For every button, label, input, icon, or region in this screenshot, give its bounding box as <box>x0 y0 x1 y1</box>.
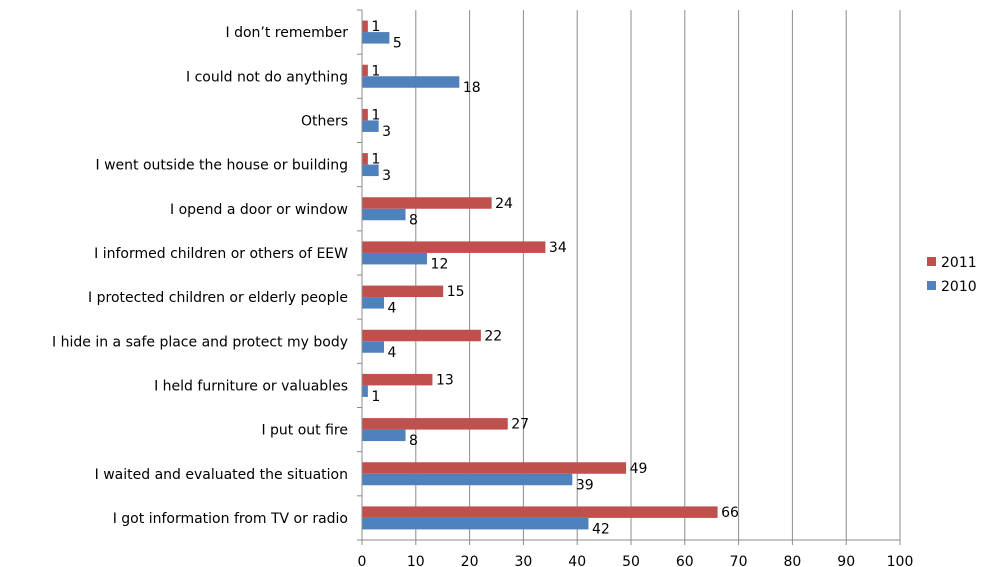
data-label-2011: 1 <box>371 19 380 35</box>
data-label-2010: 8 <box>409 212 418 228</box>
category-label: I don’t remember <box>226 25 349 41</box>
bar-2011 <box>362 108 368 121</box>
x-tick-label: 70 <box>730 554 748 567</box>
x-tick-label: 90 <box>837 554 855 567</box>
data-label-2011: 22 <box>484 328 502 344</box>
bar-2010 <box>362 473 573 486</box>
bar-2011 <box>362 20 368 33</box>
x-tick-label: 0 <box>358 554 367 567</box>
data-label-2010: 12 <box>431 256 449 272</box>
data-label-2011: 34 <box>549 240 567 256</box>
x-tick-label: 20 <box>461 554 479 567</box>
legend-label-2010: 2010 <box>941 279 977 295</box>
category-label: I informed children or others of EEW <box>94 246 348 262</box>
bar-2011 <box>362 285 444 298</box>
legend: 2011 2010 <box>927 255 977 295</box>
bar-2011 <box>362 64 368 77</box>
bar-2011 <box>362 418 508 430</box>
bar-2011 <box>362 241 546 253</box>
bar-2010 <box>362 341 385 353</box>
bar-2011 <box>362 197 492 209</box>
x-tick-label: 80 <box>783 554 801 567</box>
category-label: I could not do anything <box>186 69 348 85</box>
legend-swatch-2011 <box>927 257 936 266</box>
bar-2010 <box>362 297 385 309</box>
category-labels: I don’t remember I could not do anything O… <box>52 25 348 527</box>
category-label: I protected children or elderly people <box>88 290 348 306</box>
data-label-2010: 3 <box>382 124 391 140</box>
x-tick-label: 30 <box>514 554 532 567</box>
bar-2011 <box>362 329 481 342</box>
bar-2010 <box>362 517 589 530</box>
x-tick-label: 40 <box>568 554 586 567</box>
bar-2010 <box>362 76 460 88</box>
category-label: I got information from TV or radio <box>113 511 348 527</box>
category-label: I held furniture or valuables <box>154 378 348 394</box>
bar-2011 <box>362 153 368 165</box>
grid-lines <box>361 10 901 545</box>
data-label-2010: 4 <box>388 345 397 361</box>
bar-2010 <box>362 32 390 44</box>
bar-2010 <box>362 429 406 442</box>
bar-2011 <box>362 462 627 474</box>
category-label: I opend a door or window <box>170 202 348 218</box>
data-label-2010: 8 <box>409 433 418 449</box>
data-label-2010: 4 <box>388 301 397 317</box>
bar-2010 <box>362 164 379 177</box>
x-tick-label: 100 <box>887 554 914 567</box>
bar-2011 <box>362 373 433 386</box>
bar-2010 <box>362 385 368 397</box>
data-label-2011: 27 <box>511 417 529 433</box>
data-label-2011: 66 <box>721 505 739 521</box>
bars <box>362 20 718 530</box>
data-label-2011: 24 <box>495 196 513 212</box>
bar-2010 <box>362 252 428 265</box>
category-label: I put out fire <box>261 423 348 439</box>
data-label-2010: 42 <box>592 521 610 537</box>
axes <box>357 9 900 541</box>
bar-2010 <box>362 208 406 221</box>
x-tick-label: 10 <box>407 554 425 567</box>
bar-2010 <box>362 120 379 132</box>
category-label: I waited and evaluated the situation <box>95 467 348 483</box>
legend-swatch-2010 <box>927 281 936 290</box>
bar-2011 <box>362 506 718 518</box>
data-label-2010: 5 <box>393 36 402 52</box>
data-label-2010: 18 <box>463 80 481 96</box>
data-label-2010: 3 <box>382 168 391 184</box>
data-label-2011: 1 <box>371 152 380 168</box>
x-tick-label: 50 <box>622 554 640 567</box>
data-label-2010: 39 <box>576 477 594 493</box>
data-label-2011: 1 <box>371 63 380 79</box>
data-label-2011: 1 <box>371 107 380 123</box>
category-label: I hide in a safe place and protect my bo… <box>52 334 348 350</box>
data-label-2011: 49 <box>630 461 648 477</box>
category-label: Others <box>301 113 348 129</box>
data-label-2011: 13 <box>436 372 454 388</box>
category-label: I went outside the house or building <box>96 158 348 174</box>
data-label-2010: 1 <box>371 389 380 405</box>
legend-label-2011: 2011 <box>941 255 977 271</box>
tick-labels: 0 10 20 30 40 50 60 70 80 90 100 <box>358 554 914 567</box>
data-label-2011: 15 <box>447 284 465 300</box>
x-tick-label: 60 <box>676 554 694 567</box>
